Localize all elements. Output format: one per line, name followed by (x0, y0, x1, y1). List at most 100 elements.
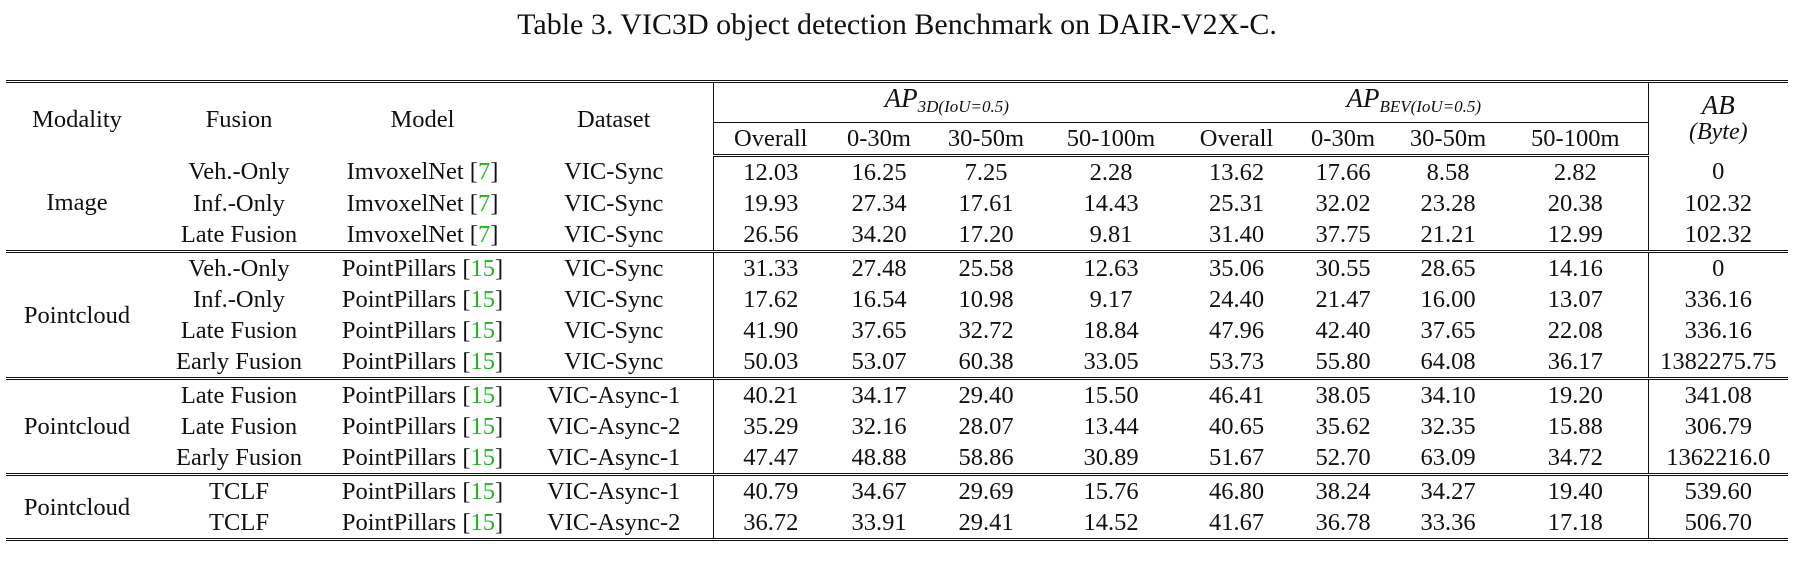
header-fusion: Fusion (205, 105, 273, 133)
apbev-value-cell: 32.02 (1315, 190, 1371, 217)
apbev-value-cell: 30.55 (1315, 255, 1371, 282)
apbev-value-cell: 21.21 (1393, 219, 1504, 253)
ap3d-value-cell: 16.25 (851, 159, 907, 186)
subheader-apbev-0: Overall (1180, 122, 1294, 157)
apbev-value-cell: 23.28 (1420, 190, 1476, 217)
ab-value-cell: 102.32 (1684, 190, 1752, 217)
fusion-cell: Inf.-Only (193, 190, 285, 217)
apbev-value-cell: 42.40 (1315, 317, 1371, 344)
ap3d-value-cell: 48.88 (828, 442, 930, 476)
apbev-value-cell: 14.16 (1503, 251, 1649, 284)
ap3d-value-cell: 14.43 (1083, 190, 1139, 217)
ap3d-value-cell: 40.21 (743, 382, 799, 409)
apbev-value-cell: 40.65 (1208, 413, 1265, 440)
citation-link[interactable]: 7 (477, 190, 491, 217)
ap3d-value-cell: 33.91 (851, 509, 907, 536)
apbev-value-cell: 47.96 (1208, 317, 1265, 344)
apbev-value-cell: 55.80 (1293, 346, 1394, 380)
apbev-value-cell: 36.78 (1315, 509, 1371, 536)
ap3d-value-cell: 25.58 (958, 255, 1014, 282)
subheader-apbev-3: 50-100m (1503, 122, 1649, 157)
citation-link[interactable]: 15 (470, 509, 495, 536)
fusion-cell: Veh.-Only (188, 158, 290, 186)
apbev-value-cell: 34.72 (1503, 442, 1649, 476)
fusion-cell: Late Fusion (180, 413, 298, 440)
header-model: Model (390, 105, 455, 133)
citation-link[interactable]: 15 (470, 348, 495, 375)
subheader-ap3d-2: 30-50m (930, 122, 1042, 157)
citation-link[interactable]: 15 (470, 286, 495, 313)
citation-link[interactable]: 15 (470, 317, 495, 344)
header-ab: AB (Byte) (1648, 82, 1788, 156)
ap3d-value-cell: 28.07 (958, 413, 1014, 440)
model-name: ImvoxelNet (346, 190, 464, 217)
apbev-value-cell: 35.62 (1315, 413, 1371, 440)
apbev-value-cell: 17.18 (1503, 507, 1649, 540)
citation-link[interactable]: 7 (477, 221, 491, 248)
model-cell: PointPillars [15] (341, 509, 504, 536)
dataset-cell: VIC-Sync (515, 155, 714, 188)
dataset-cell: VIC-Async-1 (515, 442, 714, 476)
model-cell: ImvoxelNet [7] (330, 219, 515, 253)
ap3d-value-cell: 41.90 (743, 317, 799, 344)
table-row: Inf.-Only ImvoxelNet [7] VIC-Sync 19.93 27.3… (6, 188, 1788, 219)
apbev-value-cell: 15.88 (1503, 411, 1649, 442)
model-name: ImvoxelNet (346, 221, 464, 248)
fusion-cell: Late Fusion (180, 317, 298, 344)
model-cell: ImvoxelNet [7] (346, 158, 499, 186)
apbev-value-cell: 38.24 (1315, 478, 1371, 505)
apbev-value-cell: 2.82 (1503, 155, 1649, 188)
model-cell: PointPillars [15] (341, 478, 504, 505)
citation-link[interactable]: 15 (470, 382, 495, 409)
ab-value-cell: 336.16 (1684, 317, 1752, 344)
ap3d-value-cell: 27.48 (851, 255, 907, 282)
fusion-cell: Early Fusion (148, 442, 330, 476)
dataset-cell: VIC-Sync (515, 315, 714, 346)
model-name: ImvoxelNet (346, 158, 464, 186)
model-cell: PointPillars [15] (330, 442, 515, 476)
model-name: PointPillars (341, 444, 457, 471)
ap3d-value-cell: 60.38 (930, 346, 1042, 380)
apbev-value-cell: 19.40 (1503, 474, 1649, 507)
apbev-value-cell: 17.66 (1315, 159, 1371, 186)
header-modality: Modality (32, 105, 122, 133)
fusion-cell: Veh.-Only (188, 255, 290, 282)
ap3d-value-cell: 35.29 (743, 413, 799, 440)
header-apbev: APBEV(IoU=0.5) (1180, 81, 1649, 123)
citation-link[interactable]: 7 (477, 158, 491, 186)
citation-link[interactable]: 15 (470, 444, 495, 471)
apbev-value-cell: 32.35 (1420, 413, 1476, 440)
ap3d-subscript: 3D(IoU=0.5) (917, 97, 1009, 116)
citation-link[interactable]: 15 (470, 478, 495, 505)
apbev-value-cell: 34.10 (1420, 382, 1476, 409)
ap3d-value-cell: 9.81 (1042, 219, 1181, 253)
table-row: Early Fusion PointPillars [15] VIC-Async-1… (6, 442, 1789, 476)
apbev-value-cell: 13.62 (1208, 159, 1265, 186)
table-header: Modality Fusion Model Dataset AP3D(IoU=0… (6, 81, 1788, 157)
ap3d-value-cell: 15.50 (1083, 382, 1139, 409)
dataset-cell: VIC-Sync (515, 219, 714, 253)
table-row: Late Fusion PointPillars [15] VIC-Sync 41.9… (6, 315, 1788, 346)
apbev-value-cell: 52.70 (1293, 442, 1394, 476)
citation-link[interactable]: 15 (470, 413, 495, 440)
apbev-value-cell: 38.05 (1315, 382, 1371, 409)
dataset-cell: VIC-Sync (515, 284, 714, 315)
model-cell: PointPillars [15] (341, 413, 504, 440)
model-name: PointPillars (341, 317, 457, 344)
ap3d-value-cell: 33.05 (1042, 346, 1181, 380)
ab-value-cell: 1362216.0 (1648, 442, 1789, 476)
apbev-value-cell: 46.80 (1208, 478, 1265, 505)
model-cell: PointPillars [15] (341, 382, 504, 409)
dataset-cell: VIC-Sync (515, 346, 714, 380)
citation-link[interactable]: 15 (470, 255, 495, 282)
apbev-value-cell: 31.40 (1180, 219, 1294, 253)
ap3d-value-cell: 17.61 (958, 190, 1014, 217)
table-row: Pointcloud TCLF PointPillars [15] VIC-Async… (6, 474, 1788, 521)
subheader-apbev-1: 0-30m (1293, 122, 1394, 157)
ap3d-value-cell: 58.86 (930, 442, 1042, 476)
ap3d-value-cell: 47.47 (713, 442, 828, 476)
apbev-value-cell: 24.40 (1208, 286, 1265, 313)
table-body: Image Veh.-Only ImvoxelNet [7] VIC-Sync 12.0… (6, 155, 1789, 540)
ap3d-value-cell: 32.16 (851, 413, 907, 440)
fusion-cell: Late Fusion (180, 382, 298, 409)
